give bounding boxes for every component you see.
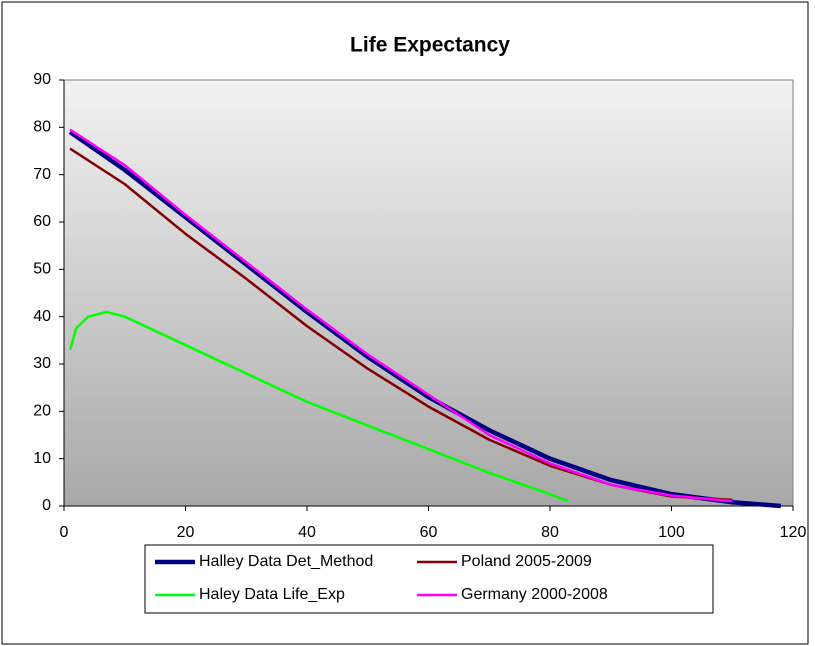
legend-label: Haley Data Life_Exp [199,586,345,603]
series-line [68,310,569,503]
y-tick-label: 70 [33,166,51,183]
legend-label: Germany 2000-2008 [461,586,608,603]
y-tick-label: 60 [33,213,51,230]
series-line [69,128,733,503]
y-tick-label: 0 [42,497,51,514]
y-tick-label: 40 [33,308,51,325]
x-tick-label: 100 [658,524,685,541]
x-tick-label: 0 [60,524,69,541]
x-tick-label: 20 [177,524,195,541]
y-tick-label: 30 [33,355,51,372]
x-tick-label: 120 [780,524,807,541]
legend [144,544,714,614]
legend-label: Halley Data Det_Method [199,553,373,570]
y-tick-label: 90 [33,71,51,88]
x-tick-label: 60 [420,524,438,541]
chart-title: Life Expectancy [350,34,510,57]
legend-label: Poland 2005-2009 [461,553,592,570]
x-tick-label: 80 [541,524,559,541]
y-tick-label: 20 [33,403,51,420]
x-tick-label: 40 [298,524,316,541]
y-tick-label: 10 [33,450,51,467]
plot-area [63,79,794,507]
series-line [68,130,782,509]
y-tick-label: 50 [33,261,51,278]
y-tick-label: 80 [33,119,51,136]
